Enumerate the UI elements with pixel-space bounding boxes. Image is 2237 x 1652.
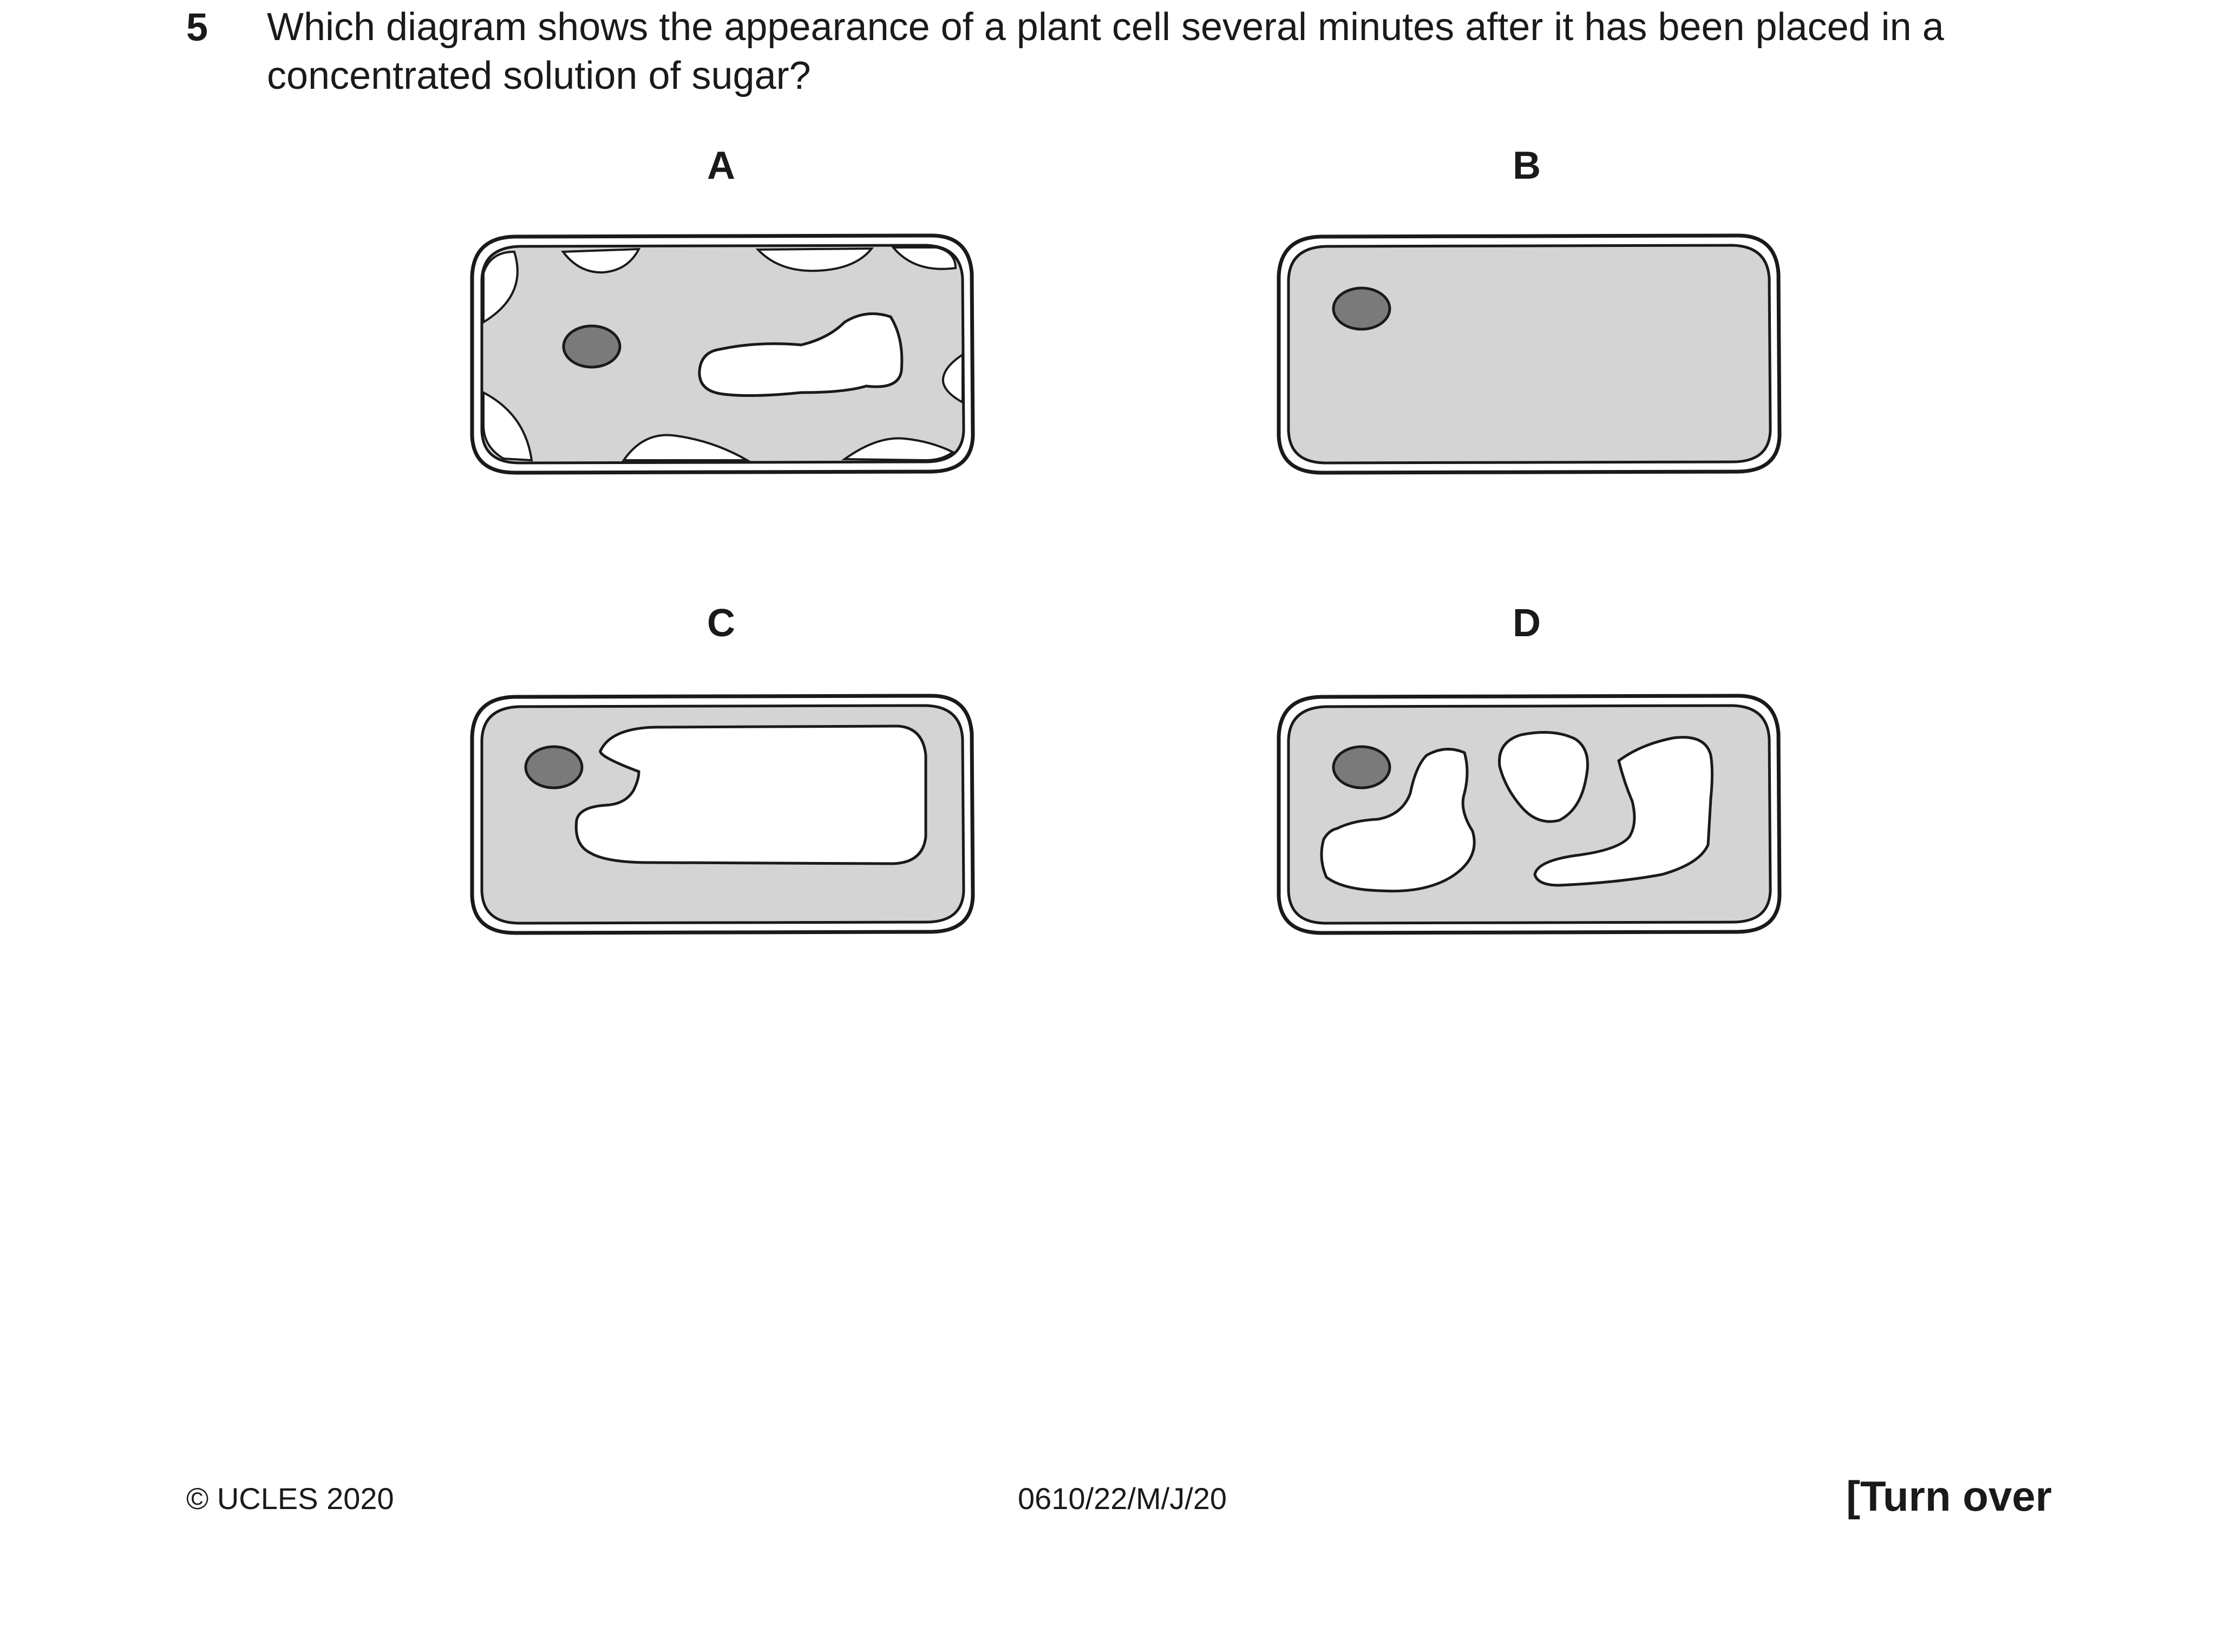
cell-diagram-a[interactable] — [466, 230, 980, 479]
gap-left-1 — [482, 250, 519, 324]
nucleus — [562, 324, 622, 369]
nucleus — [524, 745, 584, 789]
gap-bottom-2 — [841, 437, 955, 462]
gap-left-2 — [482, 390, 533, 462]
vacuole-3 — [1533, 736, 1713, 887]
vacuole-2 — [1498, 731, 1589, 823]
option-label-c: C — [707, 602, 735, 645]
cell-membrane — [1287, 244, 1772, 465]
question-text: Which diagram shows the appearance of a … — [267, 5, 1944, 97]
gap-bottom-1 — [622, 434, 751, 461]
cell-diagram-d[interactable] — [1272, 690, 1787, 939]
option-label-a: A — [707, 144, 735, 187]
vacuole — [574, 724, 927, 865]
turn-over-text: [Turn over — [1846, 1472, 2052, 1520]
vacuole — [698, 312, 904, 397]
gap-top-1 — [561, 247, 641, 274]
nucleus — [1332, 286, 1391, 331]
cell-diagram-b[interactable] — [1272, 230, 1787, 479]
paper-code: 0610/22/M/J/20 — [1018, 1481, 1227, 1516]
vacuole-1 — [1320, 748, 1476, 893]
nucleus — [1332, 745, 1391, 789]
cell-diagram-c[interactable] — [466, 690, 980, 939]
question-number: 5 — [186, 6, 208, 49]
copyright-text: © UCLES 2020 — [186, 1481, 394, 1516]
option-label-b: B — [1513, 144, 1541, 187]
gap-top-2 — [755, 247, 874, 272]
gap-right — [941, 352, 964, 404]
gap-top-3 — [891, 246, 957, 270]
option-label-d: D — [1513, 602, 1541, 645]
